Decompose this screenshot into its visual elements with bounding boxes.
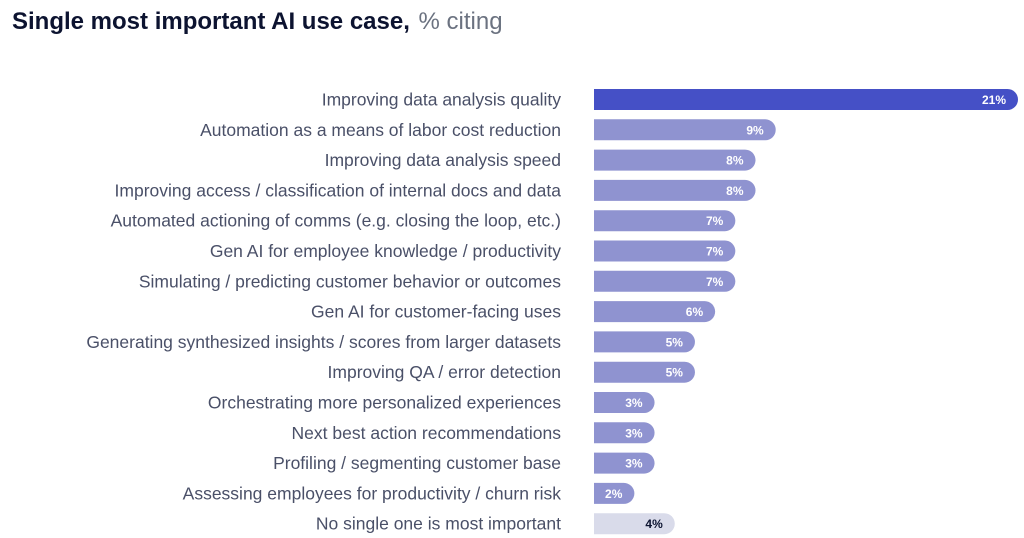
bar-assessing-employees-for-productivity-churn-risk: [594, 482, 635, 504]
value-label-improving-data-analysis-speed: 8%: [726, 154, 744, 168]
bar-generating-synthesized-insights-scores-from-larger-datasets: [594, 331, 695, 353]
category-label-generating-synthesized-insights-scores-from-larger-datasets: Generating synthesized insights / scores…: [86, 332, 561, 352]
value-label-automated-actioning-of-comms-e-g-closing-the-loop-etc: 7%: [706, 214, 724, 228]
bar-next-best-action-recommendations: [594, 422, 655, 444]
category-label-profiling-segmenting-customer-base: Profiling / segmenting customer base: [273, 453, 561, 473]
value-label-improving-access-classification-of-internal-docs-and-data: 8%: [726, 184, 744, 198]
value-label-simulating-predicting-customer-behavior-or-outcomes: 7%: [706, 275, 724, 289]
category-label-improving-data-analysis-quality: Improving data analysis quality: [322, 90, 562, 110]
chart-title: Single most important AI use case, % cit…: [12, 6, 503, 38]
category-label-gen-ai-for-employee-knowledge-productivity: Gen AI for employee knowledge / producti…: [210, 241, 561, 261]
category-label-assessing-employees-for-productivity-churn-risk: Assessing employees for productivity / c…: [183, 483, 562, 503]
bar-simulating-predicting-customer-behavior-or-outcomes: [594, 270, 736, 292]
category-label-automation-as-a-means-of-labor-cost-reduction: Automation as a means of labor cost redu…: [200, 120, 561, 140]
category-label-improving-qa-error-detection: Improving QA / error detection: [328, 362, 561, 382]
bar-improving-qa-error-detection: [594, 361, 695, 383]
value-label-automation-as-a-means-of-labor-cost-reduction: 9%: [746, 123, 764, 137]
value-label-orchestrating-more-personalized-experiences: 3%: [625, 396, 643, 410]
category-label-orchestrating-more-personalized-experiences: Orchestrating more personalized experien…: [208, 393, 561, 413]
bar-no-single-one-is-most-important: [594, 513, 675, 535]
bar-improving-data-analysis-quality: [594, 89, 1019, 110]
value-label-assessing-employees-for-productivity-churn-risk: 2%: [605, 487, 623, 501]
value-label-profiling-segmenting-customer-base: 3%: [625, 457, 643, 471]
value-label-generating-synthesized-insights-scores-from-larger-datasets: 5%: [666, 335, 684, 349]
bar-gen-ai-for-customer-facing-uses: [594, 301, 716, 323]
category-label-gen-ai-for-customer-facing-uses: Gen AI for customer-facing uses: [311, 302, 561, 322]
bar-automation-as-a-means-of-labor-cost-reduction: [594, 119, 776, 141]
chart-title-main: Single most important AI use case,: [12, 8, 410, 35]
value-label-next-best-action-recommendations: 3%: [625, 426, 643, 440]
bar-orchestrating-more-personalized-experiences: [594, 392, 655, 413]
category-label-automated-actioning-of-comms-e-g-closing-the-loop-etc: Automated actioning of comms (e.g. closi…: [111, 211, 561, 231]
bar-profiling-segmenting-customer-base: [594, 452, 655, 474]
bar-improving-data-analysis-speed: [594, 149, 756, 171]
value-label-gen-ai-for-employee-knowledge-productivity: 7%: [706, 245, 724, 259]
bar-improving-access-classification-of-internal-docs-and-data: [594, 179, 756, 201]
bar-gen-ai-for-employee-knowledge-productivity: [594, 240, 736, 262]
value-label-improving-data-analysis-quality: 21%: [982, 93, 1006, 107]
category-label-improving-data-analysis-speed: Improving data analysis speed: [325, 150, 561, 170]
category-label-next-best-action-recommendations: Next best action recommendations: [292, 423, 562, 443]
category-label-improving-access-classification-of-internal-docs-and-data: Improving access / classification of int…: [115, 180, 562, 200]
value-label-no-single-one-is-most-important: 4%: [645, 517, 663, 531]
chart-title-unit: % citing: [418, 8, 503, 35]
category-label-no-single-one-is-most-important: No single one is most important: [316, 514, 561, 534]
category-label-simulating-predicting-customer-behavior-or-outcomes: Simulating / predicting customer behavio…: [139, 271, 561, 291]
bar-automated-actioning-of-comms-e-g-closing-the-loop-etc: [594, 210, 736, 232]
value-label-improving-qa-error-detection: 5%: [666, 366, 684, 380]
value-label-gen-ai-for-customer-facing-uses: 6%: [686, 305, 704, 319]
